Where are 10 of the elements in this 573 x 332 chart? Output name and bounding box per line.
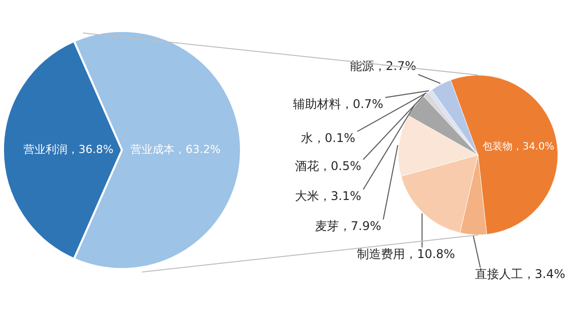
slice-label: 大米，3.1% <box>294 189 362 204</box>
slice-label: 水，0.1% <box>300 131 356 146</box>
slice-label: 麦芽，7.9% <box>314 219 382 234</box>
slice-label: 包装物，34.0% <box>482 140 554 152</box>
slice-label: 酒花，0.5% <box>294 159 362 174</box>
slice-label: 辅助材料，0.7% <box>292 97 384 112</box>
slice-label: 直接人工，3.4% <box>474 267 566 282</box>
slice-label: 营业利润，36.8% <box>23 142 114 156</box>
slice-label: 制造费用，10.8% <box>356 247 456 262</box>
slice-label: 营业成本，63.2% <box>130 142 221 156</box>
